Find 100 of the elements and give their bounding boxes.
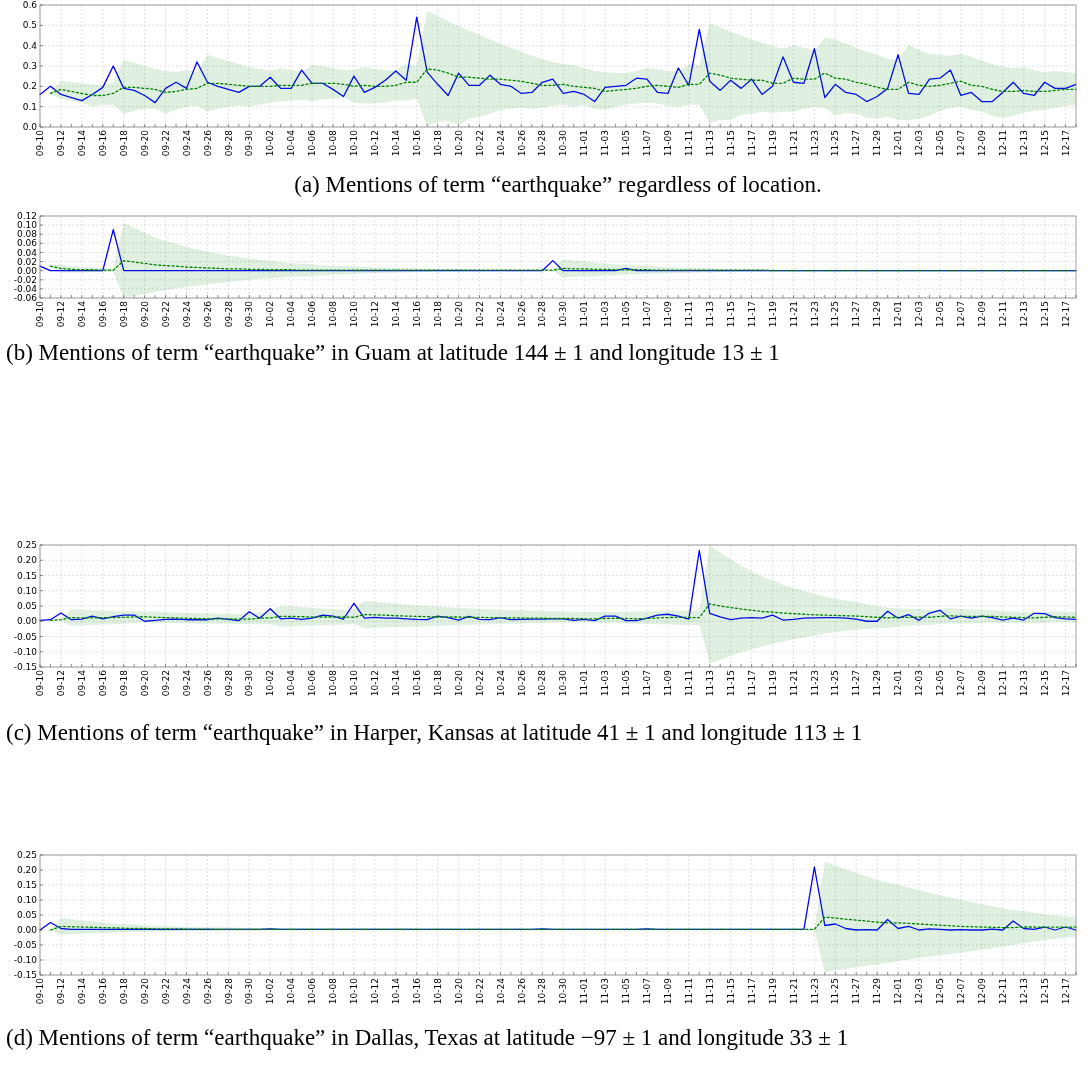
x-tick-label: 12-13 [1018, 301, 1029, 328]
line-series [39, 16, 1077, 104]
x-tick-label: 09-24 [181, 129, 192, 157]
x-tick-label: 09-20 [139, 977, 150, 1005]
x-tick-label: 10-28 [537, 669, 548, 697]
x-tick-label: 12-07 [956, 301, 967, 328]
x-tick-label: 10-04 [286, 300, 297, 328]
x-tick-label: 09-28 [223, 300, 234, 328]
x-tick-label: 10-18 [432, 300, 443, 328]
x-tick-label: 10-18 [432, 977, 443, 1005]
x-tick-label: 12-05 [935, 130, 946, 157]
x-tick-label: 09-10 [35, 129, 46, 157]
x-tick-label: 12-01 [893, 130, 904, 157]
y-tick-label: 0.25 [16, 850, 37, 861]
x-tick-label: 12-05 [935, 301, 946, 328]
x-tick-label: 10-14 [390, 669, 401, 697]
x-tick-label: 09-24 [181, 300, 192, 328]
x-tick-label: 09-28 [223, 129, 234, 157]
x-tick-label: 11-09 [663, 300, 674, 328]
x-tick-label: 10-24 [495, 129, 506, 157]
x-tick-label: 09-20 [139, 669, 150, 697]
x-tick-label: 10-08 [328, 300, 339, 328]
x-tick-label: 10-08 [328, 977, 339, 1005]
x-tick-label: 11-07 [642, 301, 653, 328]
x-tick-label: 11-15 [725, 978, 736, 1005]
x-tick-label: 09-12 [56, 670, 67, 697]
x-tick-label: 12-07 [956, 670, 967, 697]
x-tick-label: 11-07 [642, 130, 653, 157]
y-tick-label: 0.05 [16, 910, 37, 921]
x-tick-label: 11-21 [788, 978, 799, 1005]
x-tick-label: 11-15 [725, 301, 736, 328]
x-tick-label: 10-14 [390, 977, 401, 1005]
line-series [39, 549, 1077, 622]
x-tick-label: 12-05 [935, 978, 946, 1005]
x-tick-label: 10-12 [370, 301, 381, 328]
x-tick-label: 11-13 [704, 670, 715, 697]
x-tick-label: 09-14 [77, 669, 88, 697]
x-tick-label: 10-14 [390, 129, 401, 157]
y-tick-label: 0.3 [22, 61, 37, 72]
x-tick-label: 11-27 [851, 301, 862, 328]
x-tick-label: 09-12 [56, 978, 67, 1005]
x-tick-label: 11-15 [725, 130, 736, 157]
x-tick-label: 11-13 [704, 978, 715, 1005]
x-tick-label: 09-22 [160, 301, 171, 328]
x-tick-label: 11-03 [600, 301, 611, 328]
x-tick-label: 10-06 [307, 129, 318, 157]
y-tick-label: 0.15 [16, 880, 37, 891]
x-tick-label: 11-05 [621, 301, 632, 328]
x-tick-label: 11-23 [809, 978, 820, 1005]
x-tick-label: 12-09 [976, 129, 987, 157]
x-tick-label: 11-11 [683, 978, 694, 1005]
x-tick-label: 09-22 [160, 130, 171, 157]
line-series [49, 603, 1077, 621]
x-tick-label: 11-25 [830, 670, 841, 697]
line-series [49, 259, 1077, 272]
x-tick-label: 11-01 [579, 130, 590, 157]
x-tick-label: 09-16 [97, 129, 108, 157]
x-tick-label: 09-26 [202, 300, 213, 328]
y-tick-label: -0.05 [13, 940, 37, 951]
x-tick-label: 12-11 [997, 670, 1008, 697]
x-tick-label: 11-19 [767, 129, 778, 157]
y-tick-label: 0.6 [22, 0, 38, 11]
x-tick-label: 11-17 [746, 301, 757, 328]
y-tick-label: 0.00 [16, 265, 38, 276]
x-tick-label: 10-22 [474, 130, 485, 157]
y-tick-label: -0.04 [13, 284, 38, 295]
x-tick-label: 11-17 [746, 670, 757, 697]
x-tick-label: 12-15 [1039, 130, 1050, 157]
x-tick-label: 10-26 [516, 669, 527, 697]
x-tick-label: 10-16 [411, 977, 422, 1005]
y-tick-label: 0.04 [16, 247, 38, 258]
x-tick-label: 10-26 [516, 977, 527, 1005]
x-tick-label: 10-12 [370, 670, 381, 697]
x-tick-label: 11-07 [642, 670, 653, 697]
x-tick-label: 10-24 [495, 669, 506, 697]
x-tick-label: 10-20 [453, 669, 464, 697]
x-tick-label: 10-12 [370, 130, 381, 157]
x-tick-label: 10-16 [411, 669, 422, 697]
x-tick-label: 11-03 [600, 130, 611, 157]
x-tick-label: 12-03 [914, 670, 925, 697]
x-tick-label: 09-12 [56, 130, 67, 157]
x-tick-label: 10-16 [411, 129, 422, 157]
y-tick-label: -0.02 [13, 274, 37, 285]
x-tick-label: 09-30 [244, 300, 255, 328]
x-tick-label: 11-11 [683, 130, 694, 157]
y-tick-label: 0.06 [16, 238, 38, 249]
x-tick-label: 11-23 [809, 301, 820, 328]
text: (b) Mentions of term “earthquake” in Guam at latitude 144 ± 1 and longitude 13 ± 1 [6, 340, 780, 365]
x-tick-label: 12-09 [976, 977, 987, 1005]
x-tick-label: 11-19 [767, 669, 778, 697]
x-tick-label: 10-04 [286, 977, 297, 1005]
x-tick-label: 11-13 [704, 301, 715, 328]
y-tick-label: 0.08 [16, 229, 38, 240]
x-tick-label: 12-01 [893, 978, 904, 1005]
x-tick-label: 11-13 [704, 130, 715, 157]
x-tick-label: 12-01 [893, 301, 904, 328]
x-tick-label: 09-22 [160, 978, 171, 1005]
x-tick-label: 11-03 [600, 670, 611, 697]
text: (a) Mentions of term “earthquake” regardless of location. [294, 172, 822, 197]
x-tick-label: 12-17 [1060, 130, 1071, 157]
